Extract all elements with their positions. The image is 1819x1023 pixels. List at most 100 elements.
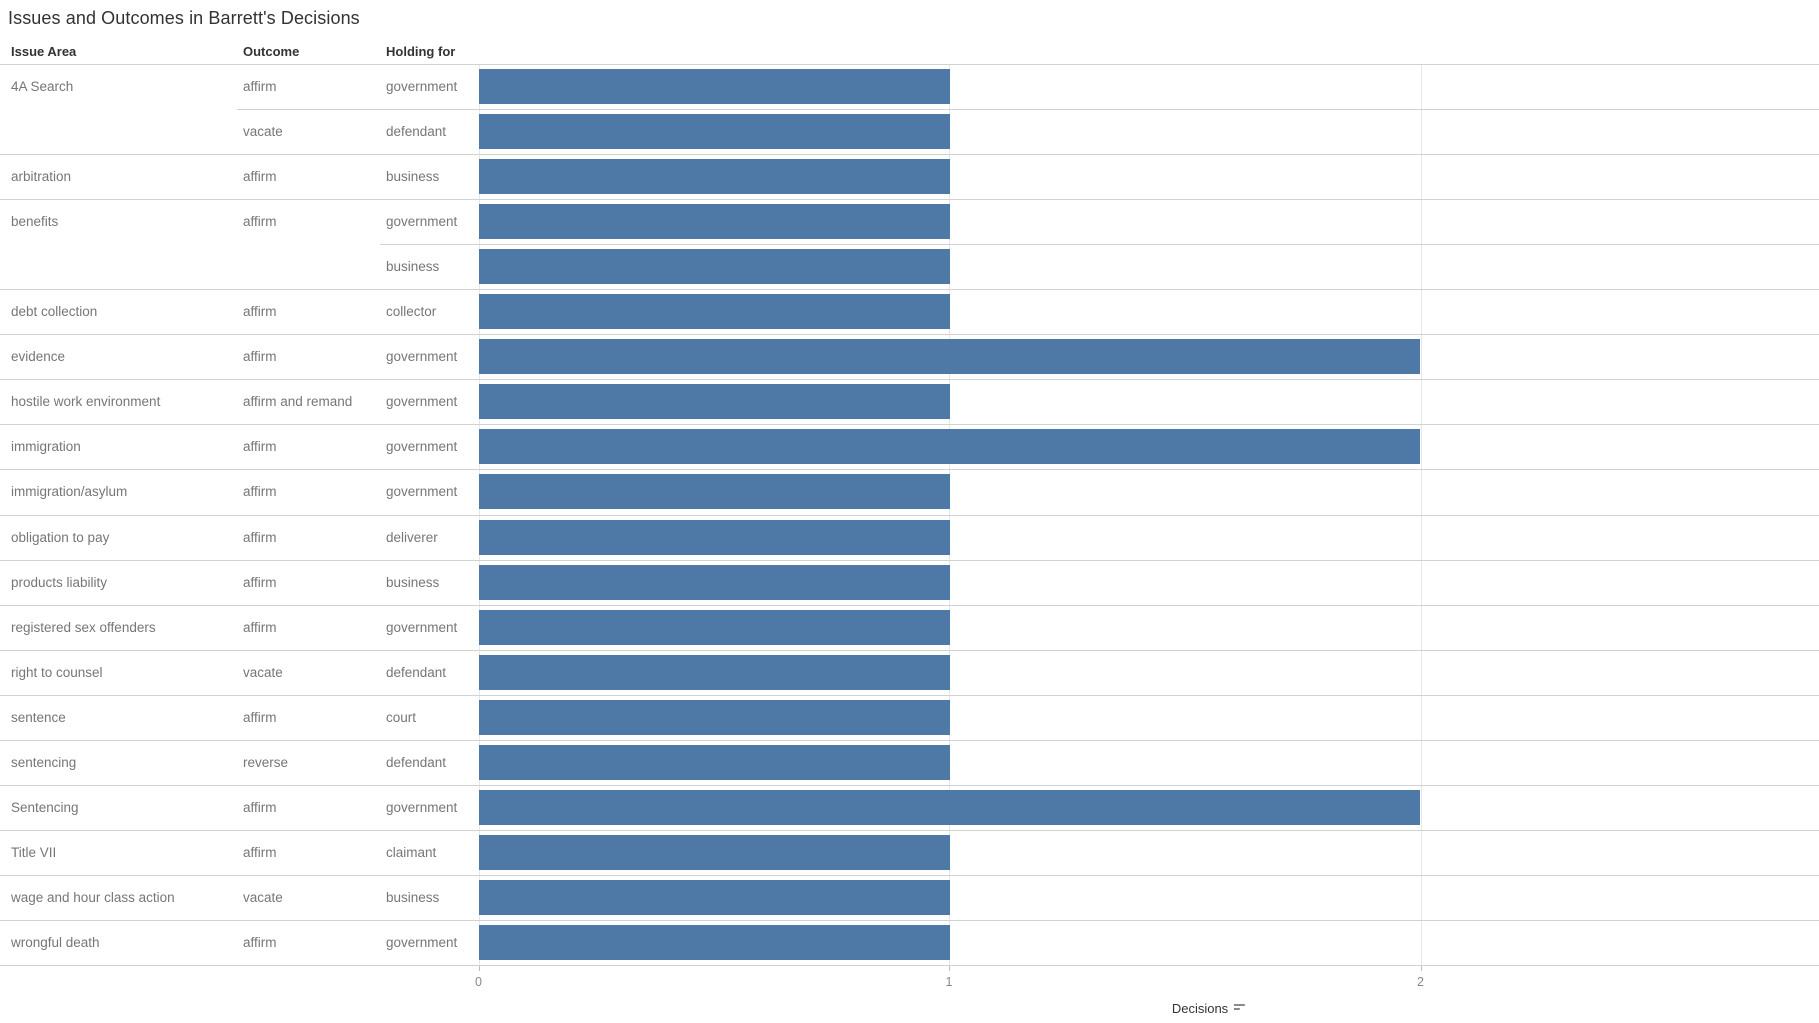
decision-bar[interactable] [479, 564, 950, 600]
holding-for-cell[interactable]: business [386, 169, 440, 185]
issue-area-cell[interactable] [11, 244, 233, 289]
holding-for-cell[interactable]: court [386, 709, 417, 725]
table-row: wage and hour class action vacate busine… [0, 874, 1819, 920]
issue-area-cell[interactable]: arbitration [11, 169, 72, 185]
holding-for-cell[interactable]: government [386, 349, 458, 365]
outcome-cell[interactable]: affirm [243, 619, 277, 635]
outcome-cell[interactable]: affirm [243, 484, 277, 500]
decision-bar[interactable] [479, 249, 950, 285]
row-separator [0, 64, 1819, 65]
x-tick-mark [1420, 966, 1422, 971]
issue-area-cell[interactable]: obligation to pay [11, 529, 110, 545]
issue-area-cell[interactable]: immigration [11, 439, 81, 455]
x-axis-title[interactable]: Decisions [1172, 1001, 1248, 1016]
table-row: sentencing reverse defendant [0, 739, 1819, 785]
holding-for-cell[interactable]: collector [386, 304, 437, 320]
outcome-cell[interactable]: affirm [243, 214, 277, 230]
outcome-cell[interactable]: vacate [243, 124, 283, 140]
decision-bar[interactable] [479, 384, 950, 420]
issue-area-cell[interactable]: sentencing [11, 754, 77, 770]
decision-bar[interactable] [479, 834, 950, 870]
decision-bar[interactable] [479, 204, 950, 240]
holding-for-cell[interactable]: defendant [386, 124, 447, 140]
issue-area-cell[interactable]: hostile work environment [11, 394, 161, 410]
holding-for-cell[interactable]: government [386, 619, 458, 635]
issue-area-cell[interactable]: debt collection [11, 304, 98, 320]
holding-for-cell[interactable]: government [386, 934, 458, 950]
issue-area-cell[interactable]: immigration/asylum [11, 484, 128, 500]
table-row: benefits affirm government [0, 199, 1819, 244]
decision-bar[interactable] [479, 654, 950, 690]
holding-for-cell[interactable]: business [386, 574, 440, 590]
decision-bar[interactable] [479, 429, 1420, 465]
column-header-outcome[interactable]: Outcome [243, 44, 300, 59]
outcome-cell[interactable]: affirm [243, 169, 277, 185]
outcome-cell[interactable]: reverse [243, 754, 289, 770]
decision-bar[interactable] [479, 699, 950, 735]
holding-for-cell[interactable]: government [386, 214, 458, 230]
outcome-cell[interactable] [243, 244, 377, 289]
issue-area-cell[interactable]: products liability [11, 574, 108, 590]
table-row: immigration/asylum affirm government [0, 469, 1819, 514]
row-separator [0, 424, 1819, 426]
issue-area-cell[interactable]: Sentencing [11, 799, 79, 815]
issue-area-cell[interactable] [11, 109, 233, 154]
column-header-issue-area[interactable]: Issue Area [11, 44, 77, 59]
decision-bar[interactable] [479, 294, 950, 330]
issue-area-cell[interactable]: sentence [11, 709, 66, 725]
issue-area-cell[interactable]: wage and hour class action [11, 889, 175, 905]
outcome-cell[interactable]: affirm [243, 574, 277, 590]
column-header-holding-for[interactable]: Holding for [386, 44, 456, 59]
holding-for-cell[interactable]: government [386, 799, 458, 815]
decision-bar[interactable] [479, 69, 950, 104]
outcome-cell[interactable]: affirm and remand [243, 394, 353, 410]
decision-bar[interactable] [479, 159, 950, 195]
holding-for-cell[interactable]: business [386, 259, 440, 275]
decision-bar[interactable] [479, 339, 1420, 375]
outcome-cell[interactable]: affirm [243, 304, 277, 320]
issue-area-cell[interactable]: Title VII [11, 844, 57, 860]
decision-bar[interactable] [479, 474, 950, 510]
issue-area-cell[interactable]: registered sex offenders [11, 619, 156, 635]
outcome-cell[interactable]: vacate [243, 664, 283, 680]
issue-area-cell[interactable]: benefits [11, 214, 59, 230]
row-separator [0, 784, 1819, 786]
decision-bar[interactable] [479, 519, 950, 555]
decision-bar[interactable] [479, 744, 950, 780]
row-separator [0, 829, 1819, 831]
issue-area-cell[interactable]: wrongful death [11, 934, 100, 950]
holding-for-cell[interactable]: deliverer [386, 529, 438, 545]
sort-descending-icon[interactable] [1234, 1001, 1248, 1016]
outcome-cell[interactable]: affirm [243, 79, 277, 95]
issue-area-cell[interactable]: evidence [11, 349, 66, 365]
table-row: vacate defendant [0, 109, 1819, 154]
holding-for-cell[interactable]: government [386, 394, 458, 410]
outcome-cell[interactable]: affirm [243, 844, 277, 860]
table-row: immigration affirm government [0, 424, 1819, 469]
table-row: sentence affirm court [0, 694, 1819, 740]
holding-for-cell[interactable]: defendant [386, 664, 447, 680]
outcome-cell[interactable]: affirm [243, 799, 277, 815]
decision-bar[interactable] [479, 879, 950, 915]
outcome-cell[interactable]: affirm [243, 439, 277, 455]
row-separator [0, 199, 1819, 201]
holding-for-cell[interactable]: government [386, 439, 458, 455]
holding-for-cell[interactable]: business [386, 889, 440, 905]
decision-bar[interactable] [479, 924, 950, 960]
issue-area-cell[interactable]: right to counsel [11, 664, 103, 680]
holding-for-cell[interactable]: government [386, 79, 458, 95]
row-separator [0, 559, 1819, 561]
decision-bar[interactable] [479, 789, 1420, 825]
holding-for-cell[interactable]: claimant [386, 844, 437, 860]
decision-bar[interactable] [479, 609, 950, 645]
outcome-cell[interactable]: affirm [243, 349, 277, 365]
outcome-cell[interactable]: affirm [243, 934, 277, 950]
outcome-cell[interactable]: vacate [243, 889, 283, 905]
outcome-cell[interactable]: affirm [243, 529, 277, 545]
issue-area-cell[interactable]: 4A Search [11, 79, 74, 95]
holding-for-cell[interactable]: government [386, 484, 458, 500]
decision-bar[interactable] [479, 114, 950, 150]
holding-for-cell[interactable]: defendant [386, 754, 447, 770]
outcome-cell[interactable]: affirm [243, 709, 277, 725]
